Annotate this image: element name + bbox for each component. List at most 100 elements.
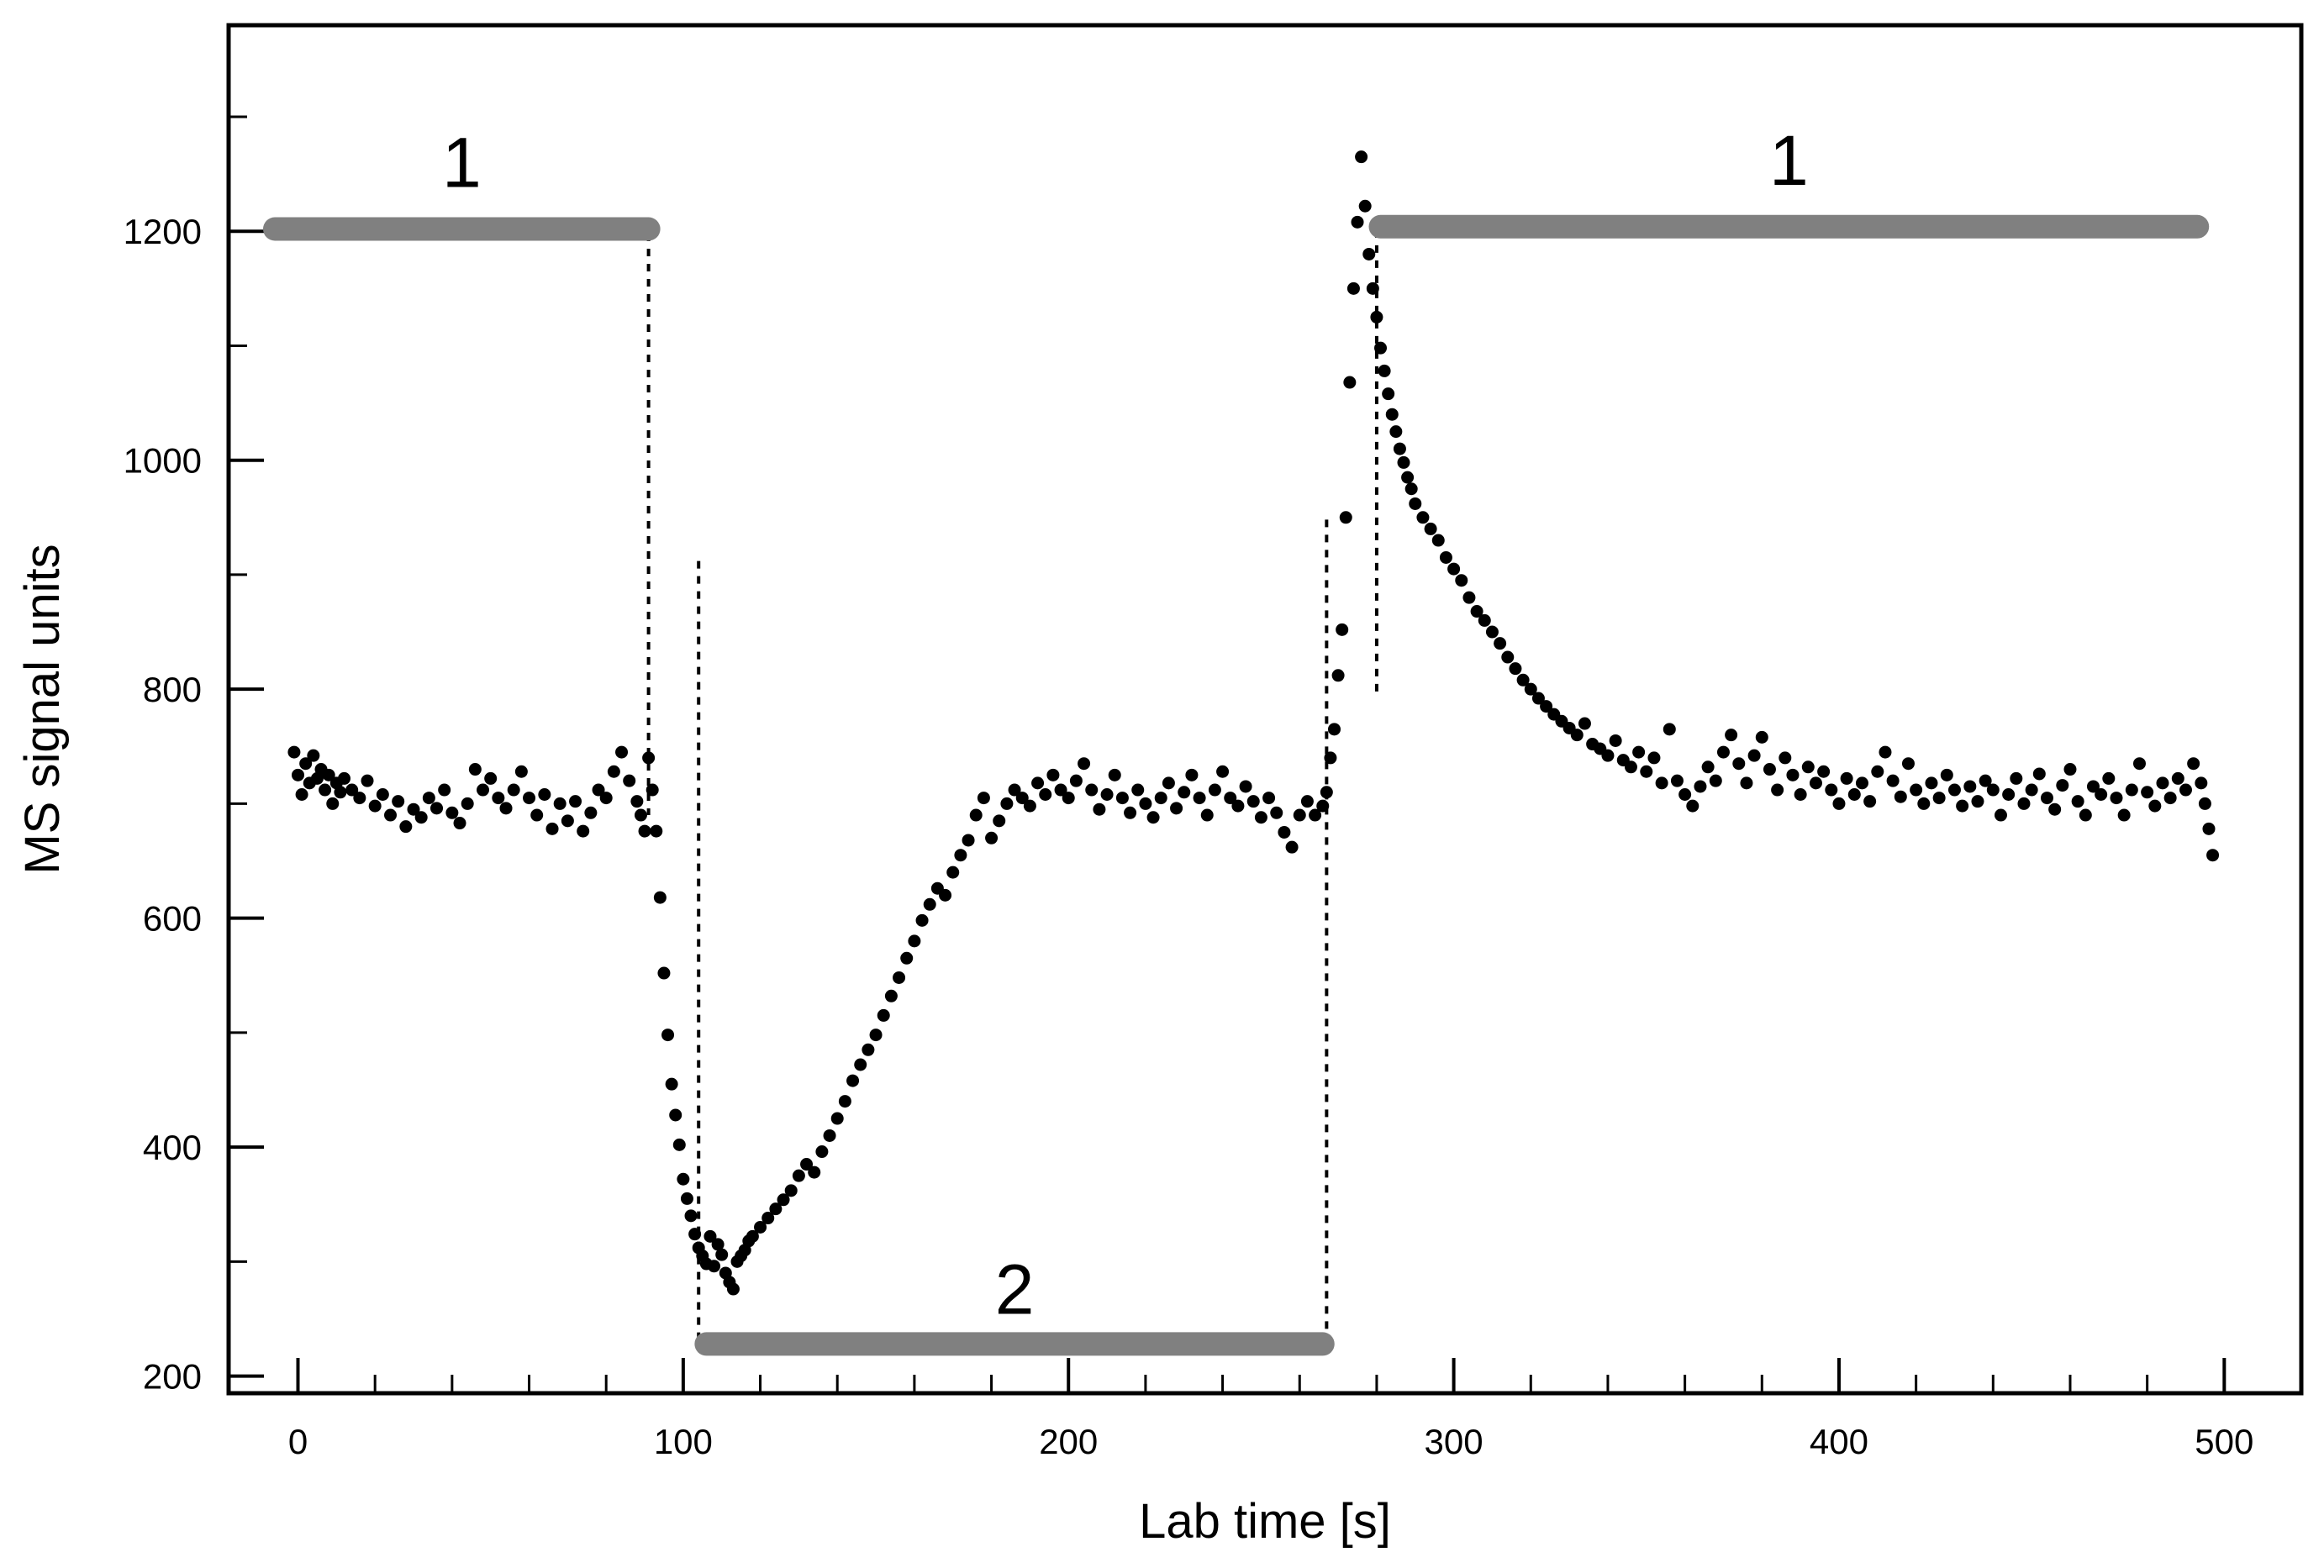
data-point (726, 1282, 740, 1296)
data-point (361, 774, 374, 787)
y-tick-labels: 200 400 600 800 1000 1200 (124, 212, 202, 1396)
data-point (1409, 497, 1422, 510)
data-point (623, 774, 636, 787)
data-point (1694, 780, 1707, 793)
data-point (1509, 662, 1522, 676)
data-point (661, 1029, 675, 1042)
phase-label: 1 (442, 123, 482, 202)
data-point (338, 771, 351, 785)
data-point (1385, 408, 1399, 421)
data-point (1358, 199, 1372, 213)
data-point (954, 849, 967, 862)
data-point (1370, 310, 1383, 324)
data-point (1424, 522, 1437, 535)
data-point (985, 831, 999, 845)
minor-ticks (229, 115, 2303, 1393)
data-point (1670, 774, 1684, 787)
data-point (561, 814, 574, 828)
data-point (1100, 787, 1114, 801)
data-point (384, 808, 398, 822)
data-point (422, 792, 435, 805)
data-point (1300, 795, 1314, 808)
data-point (2086, 780, 2100, 793)
data-point (2187, 757, 2200, 771)
data-point (1015, 792, 1029, 805)
data-point (607, 765, 620, 778)
data-point (946, 866, 960, 879)
data-point (650, 824, 663, 838)
data-point (1131, 783, 1145, 797)
data-point (1404, 482, 1418, 496)
data-point (1578, 717, 1591, 730)
data-point (962, 834, 975, 847)
data-point (642, 751, 656, 765)
data-point (1336, 623, 1349, 636)
data-point (2141, 786, 2154, 799)
data-point (407, 802, 420, 816)
data-point (1139, 797, 1152, 810)
data-point (1725, 729, 1738, 742)
data-point (1485, 625, 1499, 639)
data-point (677, 1172, 690, 1186)
plot-frame (226, 23, 2304, 1396)
data-point (615, 745, 629, 759)
data-point (2125, 783, 2138, 797)
data-point (599, 792, 613, 805)
data-point (445, 806, 459, 819)
data-point (1771, 783, 1784, 797)
x-tick-label: 300 (1425, 1422, 1483, 1461)
data-point (1431, 534, 1445, 547)
data-point (1393, 442, 1406, 455)
data-point (808, 1165, 821, 1179)
data-points (287, 150, 2220, 1296)
data-point (1078, 757, 1091, 771)
data-point (2079, 808, 2092, 822)
phase-label: 1 (1769, 121, 1809, 200)
data-point (1146, 811, 1160, 824)
data-point (1378, 364, 1391, 377)
x-axis-title: Lab time [s] (1139, 1494, 1391, 1549)
data-point (1840, 771, 1853, 785)
data-point (2202, 822, 2216, 835)
data-point (2117, 808, 2131, 822)
data-point (646, 783, 659, 797)
data-point (684, 1209, 698, 1223)
data-point (1389, 425, 1403, 439)
data-point (1686, 799, 1700, 813)
data-point (1501, 650, 1515, 664)
data-point (1940, 768, 1953, 781)
data-point (2056, 779, 2069, 792)
data-point (1039, 787, 1052, 801)
data-point (1825, 783, 1838, 797)
data-point (2195, 776, 2208, 790)
data-point (1925, 776, 1938, 790)
data-point (2048, 802, 2062, 816)
data-point (862, 1043, 875, 1056)
data-point (477, 783, 490, 797)
data-point (592, 783, 605, 797)
data-point (823, 1129, 836, 1142)
data-point (1362, 247, 1376, 260)
data-point (1124, 806, 1137, 819)
data-point (993, 814, 1006, 828)
phase-bars: 1 2 1 (263, 121, 2210, 1356)
data-point (1416, 511, 1430, 524)
data-point (1278, 825, 1291, 839)
data-point (507, 783, 520, 797)
data-point (665, 1077, 678, 1091)
data-point (392, 795, 405, 808)
data-point (1963, 780, 1977, 793)
data-point (1162, 776, 1175, 790)
data-point (1994, 808, 2007, 822)
data-point (2010, 771, 2023, 785)
data-point (1085, 783, 1099, 797)
data-point (1208, 783, 1221, 797)
data-point (1979, 774, 1992, 787)
data-point (1655, 776, 1668, 790)
x-tick-label: 0 (288, 1422, 308, 1461)
y-tick-label: 1000 (124, 441, 202, 481)
data-point (545, 822, 559, 835)
data-point (1246, 795, 1260, 808)
data-point (969, 808, 983, 822)
data-point (1531, 692, 1545, 705)
